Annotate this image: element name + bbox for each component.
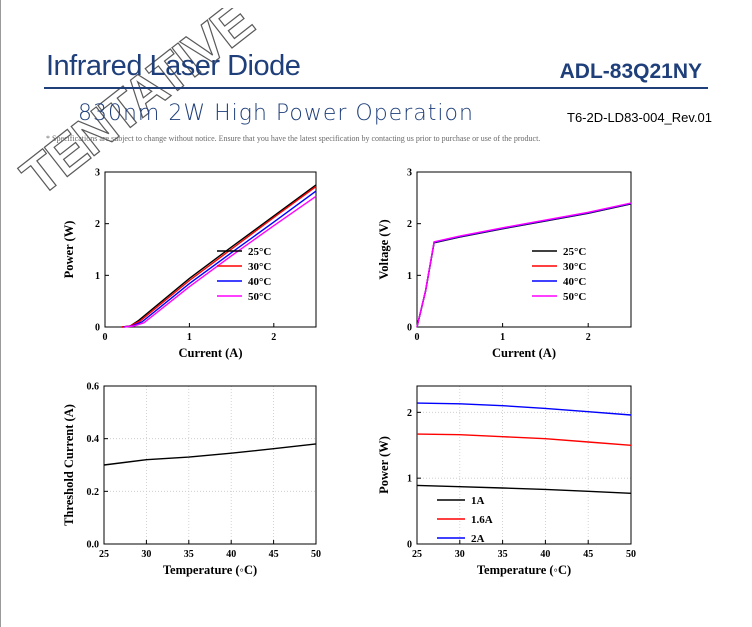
y-tick-label: 0.2 (87, 487, 100, 498)
series-line (416, 203, 632, 328)
y-tick-label: 0 (95, 323, 100, 334)
y-axis-label: Threshold Current (A) (62, 404, 76, 526)
x-tick-label: 2 (271, 332, 276, 343)
x-tick-label: 25 (99, 549, 109, 560)
y-tick-label: 2 (95, 219, 100, 230)
tentative-stamp: TENTATIVE (10, 8, 264, 208)
specification-notice: * Specifications are subject to change w… (46, 134, 541, 143)
y-tick-label: 0.6 (87, 382, 100, 393)
power-vs-current-chart: 0 1 2 0 1 2 3 Current (A) Power (W) 25°C 30°C 40°C 5… (60, 160, 330, 365)
y-tick-label: 2 (407, 219, 412, 230)
plot-frame (103, 385, 317, 545)
x-tick-label: 30 (141, 549, 151, 560)
series-line (103, 443, 317, 466)
legend-label: 50°C (248, 291, 271, 303)
document-number: T6-2D-LD83-004_Rev.01 (567, 110, 712, 125)
legend-label: 30°C (248, 261, 271, 273)
series-line (416, 484, 632, 494)
x-tick-label: 45 (583, 549, 593, 560)
legend-label: 25°C (563, 246, 586, 258)
x-axis-label: Current (A) (179, 346, 243, 360)
legend-label: 50°C (563, 291, 586, 303)
y-tick-label: 0.4 (87, 434, 100, 445)
y-tick-label: 0 (407, 323, 412, 334)
legend-label: 1.6A (471, 514, 493, 526)
x-tick-label: 1 (500, 332, 505, 343)
legend-label: 40°C (248, 276, 271, 288)
series-line (121, 184, 317, 328)
y-tick-label: 1 (407, 474, 412, 485)
x-tick-label: 30 (455, 549, 465, 560)
y-tick-label: 0 (407, 540, 412, 551)
series-line (416, 202, 632, 328)
voltage-vs-current-chart: 0 1 2 0 1 2 3 Current (A) Voltage (V) 25°C 30°C 40°… (375, 160, 645, 365)
legend-label: 1A (471, 495, 485, 507)
series-line (123, 190, 317, 328)
model-number: ADL-83Q21NY (559, 60, 702, 83)
series-line (416, 202, 632, 328)
legend-label: 40°C (563, 276, 586, 288)
y-axis-label: Power (W) (377, 436, 391, 494)
x-tick-label: 50 (626, 549, 636, 560)
y-tick-label: 2 (407, 408, 412, 419)
y-tick-label: 1 (95, 271, 100, 282)
y-axis-label: Power (W) (62, 221, 76, 279)
x-axis-label: Temperature (◦C) (477, 563, 571, 577)
series-line (124, 195, 317, 328)
y-tick-label: 0.0 (87, 540, 100, 551)
x-tick-label: 2 (586, 332, 591, 343)
x-tick-label: 45 (269, 549, 279, 560)
plot-frame (416, 385, 632, 545)
y-tick-label: 3 (95, 168, 100, 179)
legend-label: 30°C (563, 261, 586, 273)
series-line (416, 433, 632, 446)
power-vs-temperature-chart: 25 30 35 40 45 50 0 1 2 Temperature (◦C) Power (W)… (375, 378, 645, 588)
y-tick-label: 3 (407, 168, 412, 179)
x-tick-label: 0 (103, 332, 108, 343)
x-tick-label: 40 (540, 549, 550, 560)
legend-label: 2A (471, 533, 485, 545)
page-subtitle: 830nm 2W High Power Operation (78, 101, 474, 126)
x-tick-label: 40 (226, 549, 236, 560)
y-tick-label: 1 (407, 271, 412, 282)
chart-svg: 25 30 35 40 45 50 0 1 2 Temperature (◦C) Power (W)… (377, 385, 636, 577)
series-line (416, 402, 632, 416)
chart-svg: 0 1 2 0 1 2 3 Current (A) Power (W) 25°C 30°C 40°C 5… (62, 168, 317, 360)
plot-frame (416, 171, 632, 328)
x-tick-label: 35 (184, 549, 194, 560)
page-left-border (0, 0, 1, 627)
plot-frame (104, 171, 317, 328)
title-divider (44, 87, 708, 89)
x-axis-label: Temperature (◦C) (163, 563, 257, 577)
x-tick-label: 50 (311, 549, 321, 560)
chart-svg: 25 30 35 40 45 50 0.0 0.2 0.4 0.6 Temperature (◦C)… (62, 382, 321, 578)
x-tick-label: 0 (415, 332, 420, 343)
x-tick-label: 1 (187, 332, 192, 343)
x-tick-label: 35 (498, 549, 508, 560)
page-title: Infrared Laser Diode (46, 50, 301, 82)
x-tick-label: 25 (412, 549, 422, 560)
legend-label: 25°C (248, 246, 271, 258)
chart-svg: 0 1 2 0 1 2 3 Current (A) Voltage (V) 25°C 30°C 40°… (377, 168, 632, 360)
threshold-vs-temperature-chart: 25 30 35 40 45 50 0.0 0.2 0.4 0.6 Temperature (◦C)… (60, 378, 330, 588)
y-axis-label: Voltage (V) (377, 219, 391, 279)
x-axis-label: Current (A) (492, 346, 556, 360)
series-line (416, 202, 632, 328)
